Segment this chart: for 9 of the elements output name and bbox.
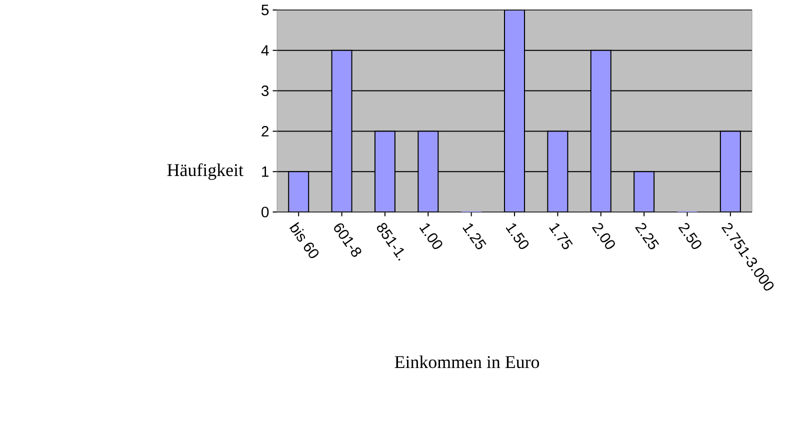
y-tick-label: 4 [261,45,269,56]
y-tick-label: 5 [262,4,269,16]
y-axis-title: Häufigkeit [167,163,244,180]
y-tick-label: 1 [262,166,268,177]
x-axis-title: Einkommen in Euro [394,356,540,368]
x-tick-label: bis 60 [289,222,319,258]
y-tick-label: 3 [261,86,269,96]
y-tick-label: 0 [262,206,269,218]
y-tick-label: 2 [262,126,268,136]
